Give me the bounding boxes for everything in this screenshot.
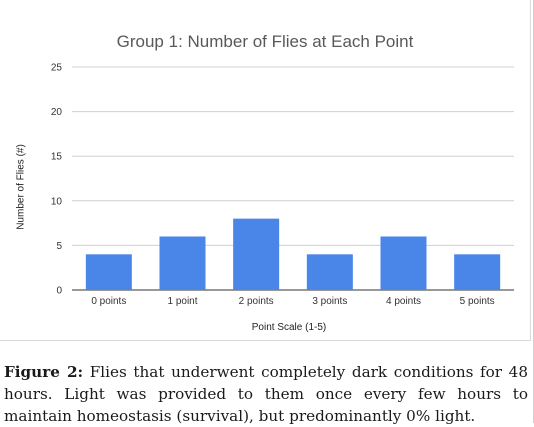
bar: [233, 218, 280, 290]
x-tick-label: 5 points: [460, 296, 495, 307]
bar: [159, 236, 206, 290]
x-tick-label: 1 point: [167, 296, 197, 307]
y-tick-label: 5: [56, 241, 62, 252]
bar: [454, 254, 501, 290]
caption-text: Flies that underwent completely dark con…: [4, 363, 529, 426]
bar: [85, 254, 132, 290]
x-tick-label: 4 points: [386, 296, 421, 307]
caption-label: Figure 2:: [4, 363, 84, 382]
y-tick-label: 25: [51, 63, 63, 74]
chart-title: Group 1: Number of Flies at Each Point: [116, 32, 414, 51]
figure-caption: Figure 2: Flies that underwent completel…: [4, 361, 528, 427]
y-tick-label: 0: [56, 286, 62, 297]
bar: [380, 236, 427, 290]
y-tick-label: 15: [51, 152, 63, 163]
x-axis-label: Point Scale (1-5): [251, 322, 327, 333]
bar: [306, 254, 353, 290]
x-tick-label: 3 points: [312, 296, 347, 307]
y-axis-label: Number of Flies (#): [15, 144, 27, 230]
chart-panel: 0 5 10 15 20 25 0 points 1 point 2 points 3 point…: [0, 0, 531, 341]
x-tick-label: 2 points: [239, 296, 274, 307]
y-tick-label: 10: [51, 196, 63, 207]
y-tick-label: 20: [51, 107, 63, 118]
x-tick-label: 0 points: [91, 296, 126, 307]
bar-chart: 0 5 10 15 20 25 0 points 1 point 2 points 3 point…: [51, 63, 514, 307]
